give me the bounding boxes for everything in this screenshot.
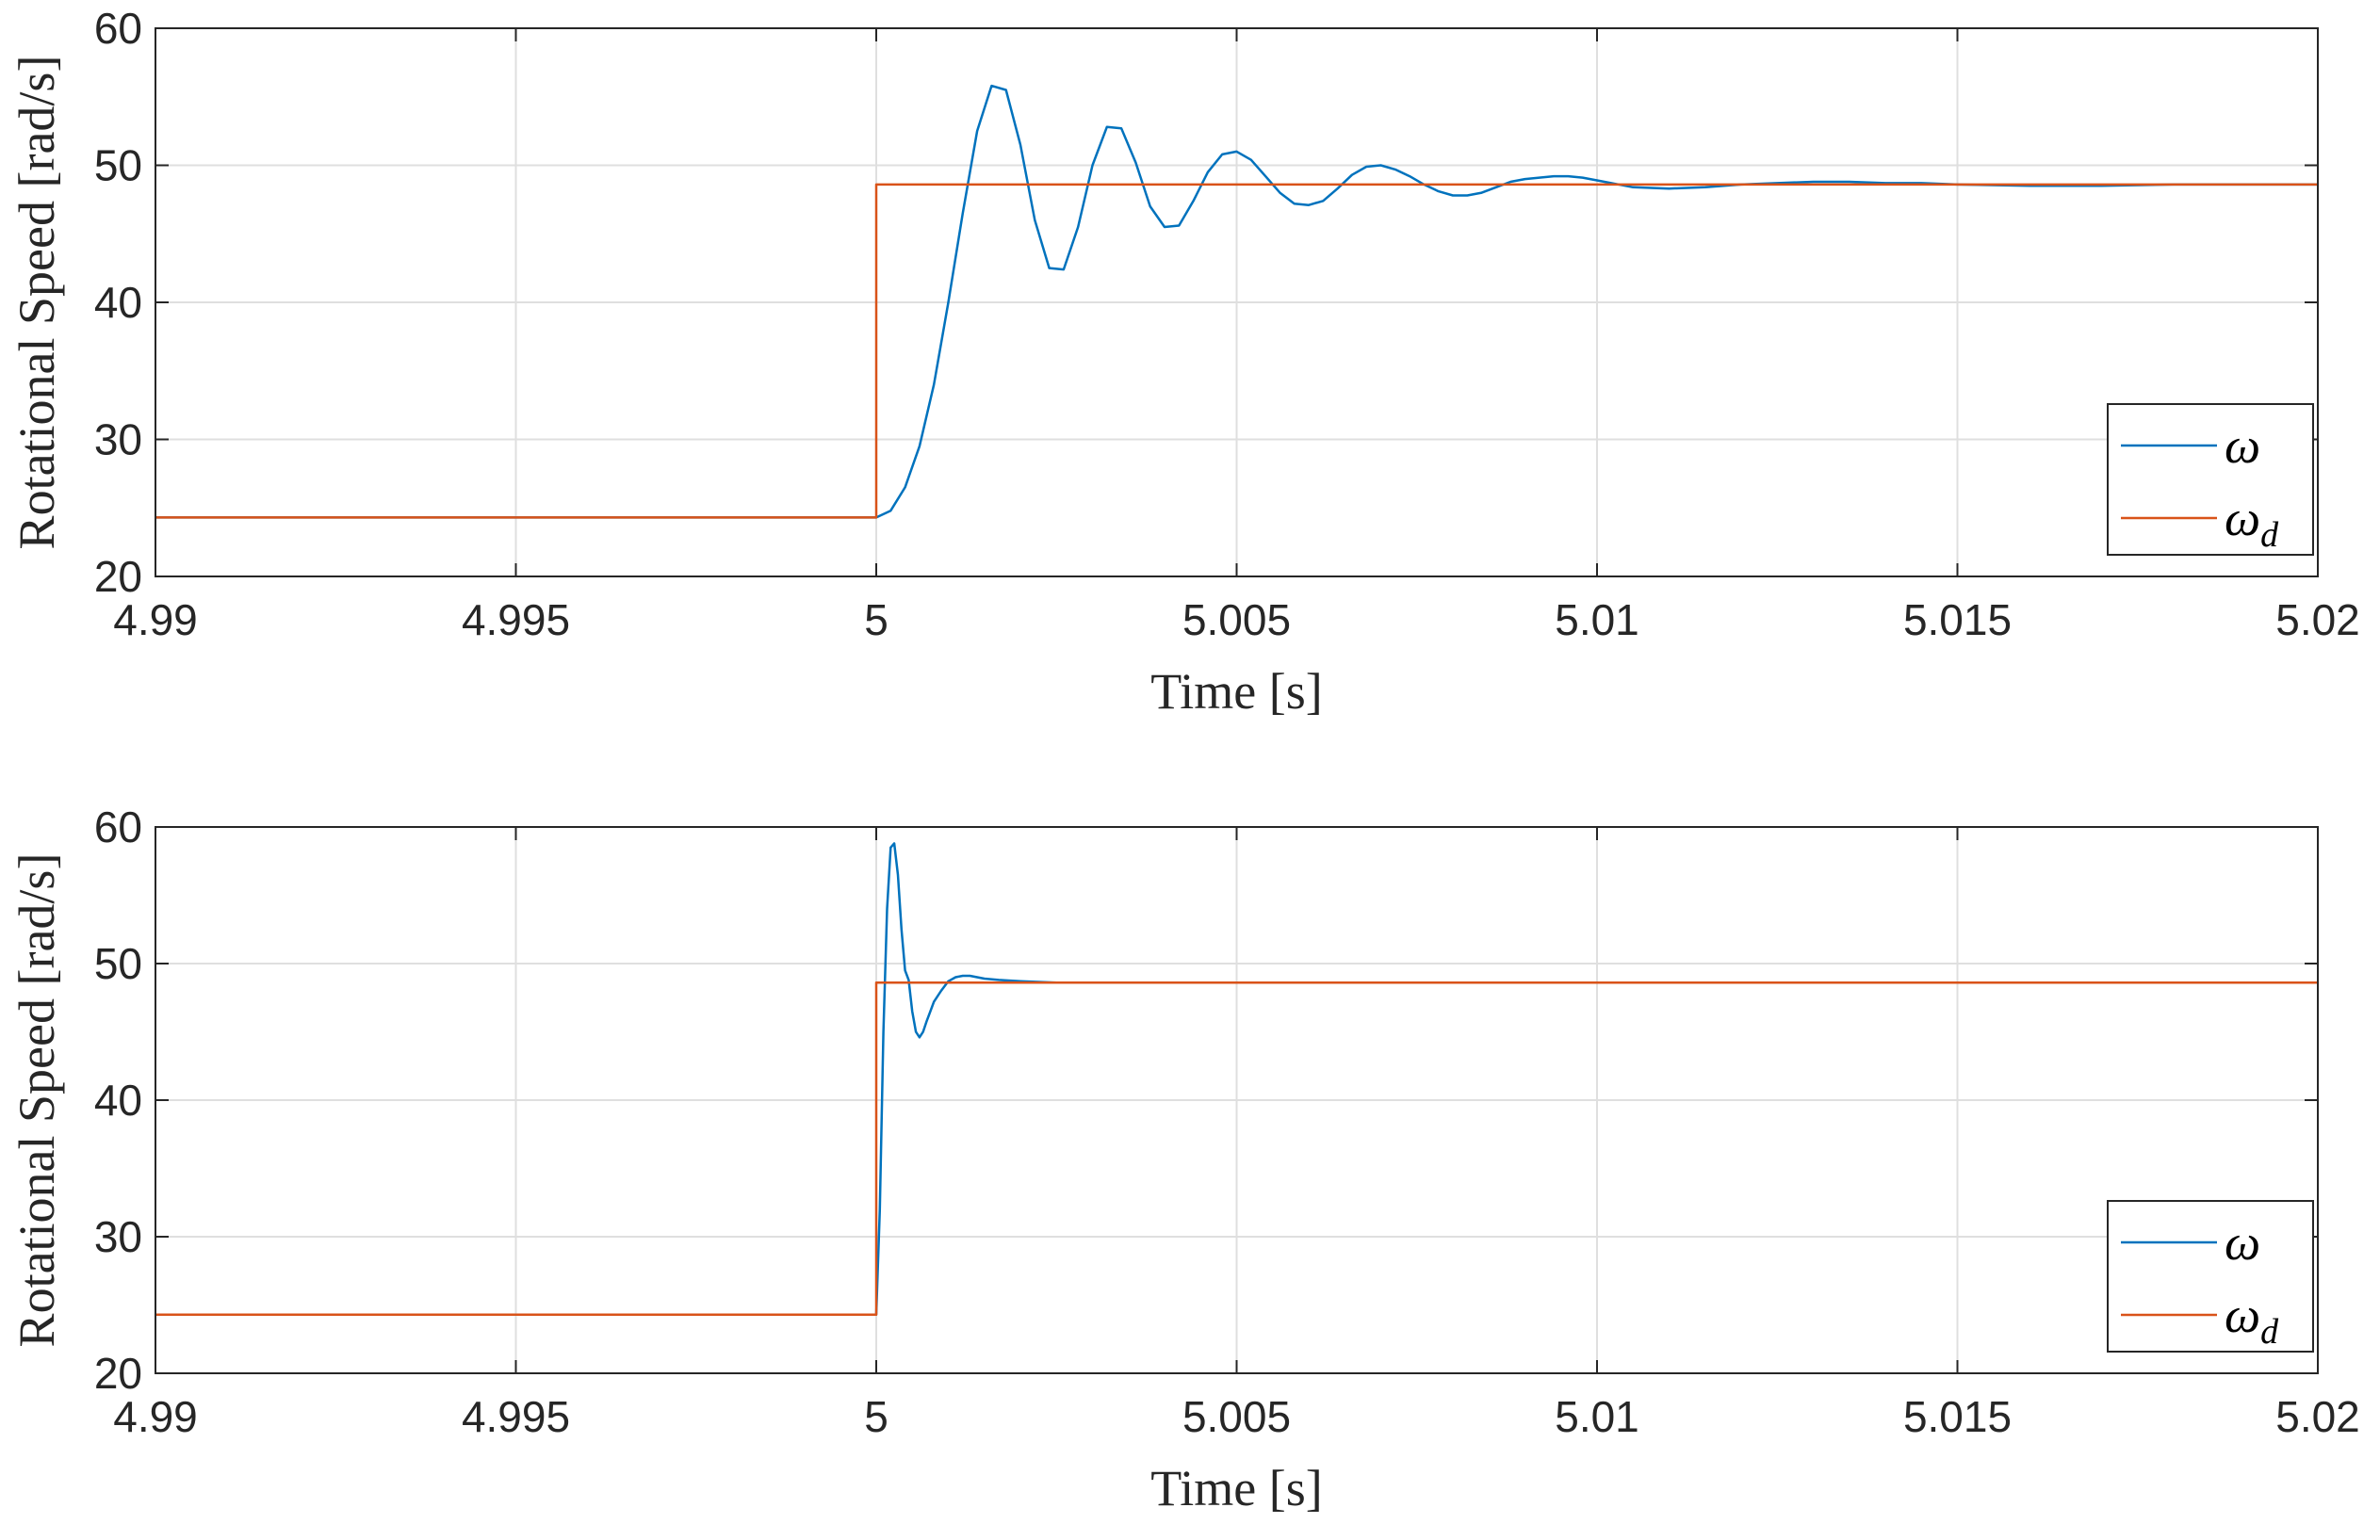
x-tick-label: 4.995 [462,595,570,644]
legend-box [2107,403,2314,556]
x-tick-label: 5.01 [1555,1392,1639,1441]
y-axis-label: Rotational Speed [rad/s] [8,56,65,550]
x-tick-label: 4.99 [113,1392,198,1441]
y-tick-label: 40 [94,278,142,327]
x-tick-label: 5 [864,595,888,644]
series-group [155,84,2318,519]
x-tick-label: 5.005 [1182,1392,1291,1441]
legend-label-base: ω [2225,1287,2260,1343]
x-tick-label: 5.015 [1903,595,2012,644]
y-tick-label: 30 [94,1212,142,1261]
x-axis-label: Time [s] [1150,663,1323,720]
x-tick-label: 5 [864,1392,888,1441]
y-tick-label: 20 [94,552,142,601]
legend-box [2107,1200,2314,1353]
y-tick-label: 20 [94,1349,142,1398]
y-tick-label: 40 [94,1076,142,1125]
x-axis-label: Time [s] [1150,1460,1323,1516]
chart-1: 4.99 4.995 5 5.005 5.01 5.015 5.02 20 30 40 50 60 Ti… [8,4,2360,720]
ticks: 4.99 4.995 5 5.005 5.01 5.015 5.02 20 30 40 50 60 [94,4,2360,644]
x-tick-label: 5.01 [1555,595,1639,644]
legend-label: ω [2225,1214,2260,1271]
x-tick-label: 4.995 [462,1392,570,1441]
legend-label: ωd [2225,1287,2279,1352]
series-line-omega-d [155,183,2318,519]
legend-label: ω [2225,417,2260,474]
legend-label: ωd [2225,490,2279,555]
legend-label-base: ω [2225,490,2260,546]
x-tick-label: 5.02 [2275,1392,2360,1441]
x-tick-label: 5.005 [1182,595,1291,644]
series-line-omega-d [155,981,2318,1316]
y-tick-label: 50 [94,141,142,190]
y-tick-label: 60 [94,802,142,851]
x-tick-label: 4.99 [113,595,198,644]
x-tick-label: 5.02 [2275,595,2360,644]
chart-2: 4.99 4.995 5 5.005 5.01 5.015 5.02 20 30 40 50 60 Ti… [8,802,2360,1516]
y-axis-label: Rotational Speed [rad/s] [8,853,65,1348]
y-tick-label: 60 [94,4,142,53]
y-tick-label: 50 [94,939,142,988]
ticks: 4.99 4.995 5 5.005 5.01 5.015 5.02 20 30 40 50 60 [94,802,2360,1441]
legend: ωωd [2107,403,2314,556]
series-group [155,842,2318,1316]
legend-label-subscript: d [2260,515,2279,555]
legend: ωωd [2107,1200,2314,1353]
y-tick-label: 30 [94,415,142,464]
x-tick-label: 5.015 [1903,1392,2012,1441]
legend-label-subscript: d [2260,1312,2279,1352]
